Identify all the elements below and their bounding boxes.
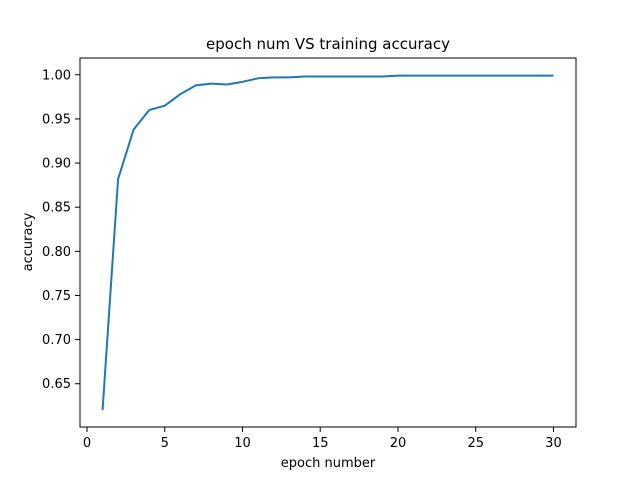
y-tick-label: 0.95: [42, 112, 71, 127]
x-tick-label: 25: [467, 436, 484, 451]
x-axis-label: epoch number: [281, 456, 376, 471]
y-tick-label: 0.85: [42, 201, 71, 216]
y-tick-label: 0.80: [42, 245, 71, 260]
x-tick-label: 0: [83, 436, 91, 451]
x-tick-label: 30: [545, 436, 562, 451]
y-tick-label: 1.00: [42, 68, 71, 83]
x-axis-ticks: 0 5 10 15 20 25 30: [83, 427, 562, 451]
x-tick-label: 20: [390, 436, 407, 451]
y-axis-ticks: 0.65 0.70 0.75 0.80 0.85 0.90 0.95 1.00: [42, 68, 80, 392]
x-tick-label: 10: [234, 436, 251, 451]
y-tick-label: 0.75: [42, 289, 71, 304]
series-line-1: [101, 74, 554, 411]
plot-frame: [79, 57, 577, 428]
plot-background: [80, 58, 576, 427]
x-tick-label: 15: [312, 436, 329, 451]
y-tick-label: 0.65: [42, 377, 71, 392]
plot-area: [79, 57, 577, 428]
chart-title: epoch num VS training accuracy: [206, 35, 450, 53]
y-tick-label: 0.70: [42, 333, 71, 348]
y-tick-label: 0.90: [42, 157, 71, 172]
x-tick-label: 5: [161, 436, 169, 451]
y-axis-label: accuracy: [21, 212, 36, 271]
